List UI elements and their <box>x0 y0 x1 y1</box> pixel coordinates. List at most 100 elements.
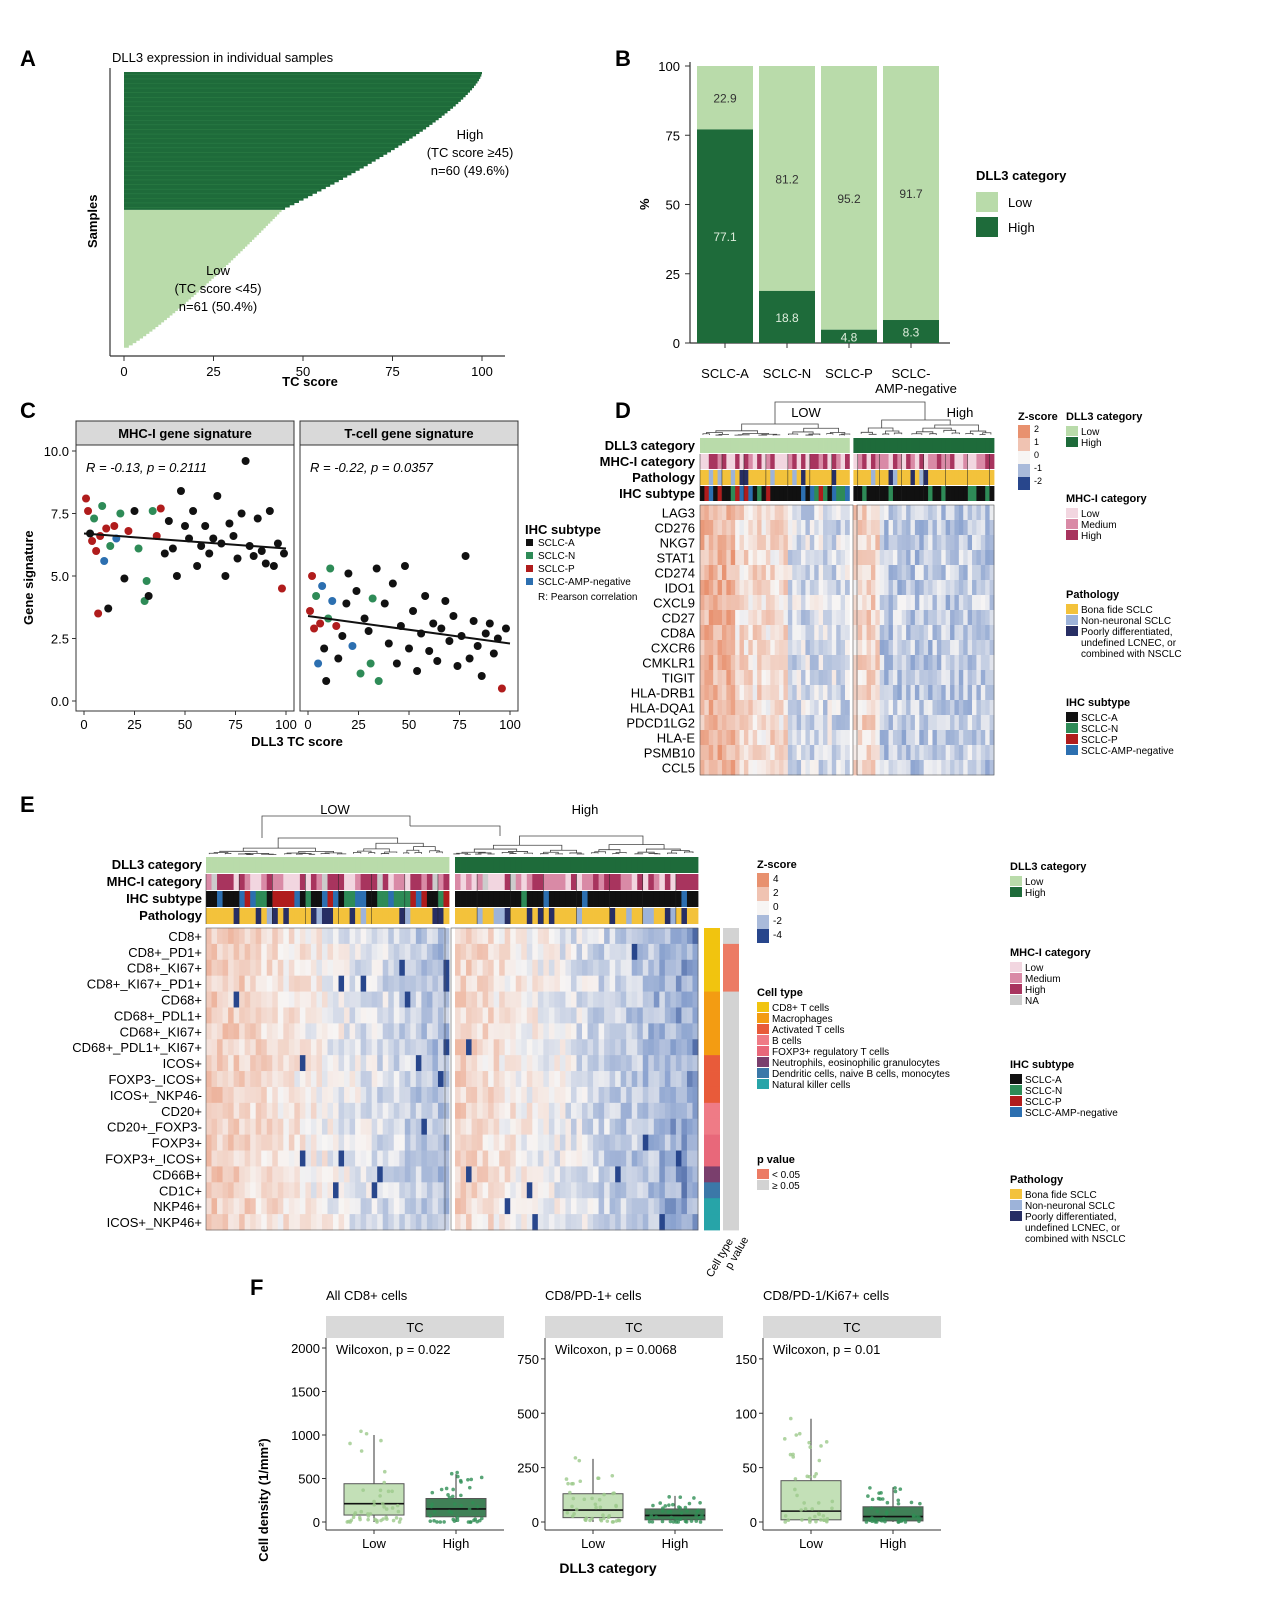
panel-e-heat-cell <box>333 1023 339 1040</box>
panel-d-heat-cell <box>967 715 973 731</box>
panel-e-heat-cell <box>250 1071 257 1088</box>
panel-e-heat-cell <box>393 1166 400 1183</box>
panel-d-heat-cell <box>792 640 798 656</box>
panel-e-heat-cell <box>426 1102 433 1120</box>
panel-d-heat-cell <box>787 655 793 671</box>
panel-d-heat-cell <box>713 550 718 566</box>
panel-e-side-celltype-cell <box>704 1071 720 1088</box>
panel-e-heat-cell <box>222 1007 229 1024</box>
panel-d-annot-dll3-cell <box>796 438 802 453</box>
panel-e-heat-cell <box>570 1150 577 1167</box>
panel-e-heat-cell <box>415 1198 422 1215</box>
panel-e-heat-cell <box>228 1071 235 1088</box>
panel-e-heat-cell <box>294 1198 301 1215</box>
panel-d-heat-cell <box>932 640 938 656</box>
panel-d-heat-cell <box>919 640 925 656</box>
panel-d-heat-cell <box>936 520 942 536</box>
panel-e-annot-mhc-cell <box>277 874 284 890</box>
panel-f-point <box>788 1416 793 1421</box>
panel-e-annot-mhc-cell <box>294 874 301 890</box>
panel-e-heat-cell <box>686 1055 693 1072</box>
panel-e-heat-cell <box>388 1118 395 1136</box>
panel-e-heat-cell <box>504 1198 511 1215</box>
panel-d-heat-cell <box>801 610 806 626</box>
panel-e-row-label: CD8+_KI67+ <box>127 961 202 976</box>
panel-e-dendro-branch <box>219 850 258 854</box>
panel-e-annot-mhc-cell <box>477 874 484 890</box>
panel-e-annot-label: IHC subtype <box>126 891 202 906</box>
panel-d-annot-ihc-cell <box>770 486 776 501</box>
panel-e-annot-mhc-cell <box>565 874 572 890</box>
panel-e-heat-cell <box>593 1198 599 1215</box>
panel-f-facet-label: TC <box>406 1320 423 1335</box>
panel-e-heat-cell <box>620 1198 627 1215</box>
panel-d-heat-cell <box>774 520 780 536</box>
panel-d-heat-cell <box>713 685 718 701</box>
panel-d-dendro-branch <box>867 427 894 433</box>
panel-d-group-low: LOW <box>791 405 821 420</box>
panel-e-heat-cell <box>686 1071 693 1088</box>
panel-e-heat-cell <box>604 1134 611 1151</box>
panel-e-heat-cell <box>587 1039 594 1056</box>
panel-e-heat-cell <box>316 1055 323 1072</box>
panel-d-annot-dll3-cell <box>963 438 969 453</box>
panel-e-annot-ihc-cell <box>477 891 484 907</box>
panel-d-annot-ihc-cell <box>752 486 758 501</box>
panel-e-heat-cell <box>466 1182 472 1199</box>
panel-e-heat-cell <box>377 1214 384 1231</box>
panel-e-heat-cell <box>488 1086 495 1104</box>
panel-d-annot-ihc-cell <box>787 486 793 501</box>
panel-e-annot-mhc-cell <box>604 874 611 890</box>
panel-d-heat-cell <box>936 625 942 641</box>
panel-d-heat-cell <box>743 685 749 701</box>
panel-d-heat-cell <box>779 505 784 521</box>
panel-c-point <box>189 507 198 515</box>
panel-f-point <box>699 1515 703 1520</box>
panel-d-heat-cell <box>857 535 863 551</box>
panel-d-heat-cell <box>726 730 732 746</box>
panel-e-heat-cell <box>642 1039 649 1056</box>
panel-e-heat-cell <box>466 1102 472 1120</box>
panel-e-heat-cell <box>537 1039 544 1056</box>
panel-e-zscore-swatch <box>757 915 769 929</box>
panel-d-heat-cell <box>963 700 969 716</box>
panel-e-heat-cell <box>582 1214 588 1231</box>
panel-e-heat-cell <box>615 928 622 945</box>
panel-e-heat-cell <box>455 1134 461 1151</box>
panel-d-heat-cell <box>941 625 947 641</box>
panel-d-heat-cell <box>700 640 705 656</box>
panel-e-annot-ihc-cell <box>543 891 550 907</box>
panel-d-heat-cell <box>704 610 710 626</box>
panel-d-heat-cell <box>945 730 951 746</box>
panel-e-heat-cell <box>504 959 511 977</box>
panel-e-heat-cell <box>283 1134 290 1151</box>
panel-d-heat-cell <box>708 505 714 521</box>
panel-e-heat-cell <box>338 1118 345 1136</box>
panel-d-heat-cell <box>950 580 955 596</box>
panel-e-heat-cell <box>455 1182 461 1199</box>
panel-d-annot-ihc-cell <box>950 486 955 501</box>
panel-d-heat-cell <box>743 640 749 656</box>
panel-f-point <box>564 1477 569 1481</box>
panel-d-heat-cell <box>958 505 964 521</box>
panel-e-heat-cell <box>377 1086 384 1104</box>
panel-e-heat-cell <box>371 1055 378 1072</box>
panel-e-heat-cell <box>344 928 350 945</box>
panel-e-heat-cell <box>631 1071 638 1088</box>
panel-d-heat-cell <box>726 595 732 611</box>
panel-e-annot-ihc-cell <box>653 891 660 907</box>
panel-e-annot-path-cell <box>604 908 611 924</box>
panel-e-heat-cell <box>228 975 235 992</box>
panel-c-point <box>356 669 365 678</box>
panel-d-annot-mhc-cell <box>787 454 793 469</box>
panel-e-heat-cell <box>288 1214 295 1231</box>
panel-e-heat-cell <box>366 1071 373 1088</box>
panel-e-side-celltype-cell <box>704 1102 720 1120</box>
panel-d-heat-cell <box>721 655 727 671</box>
panel-f-ytick-label: 50 <box>743 1461 757 1476</box>
panel-e-heat-cell <box>415 1055 422 1072</box>
panel-e-heat-cell <box>460 1055 467 1072</box>
panel-d-annot-mhc-cell <box>805 454 811 469</box>
panel-d-heat-cell <box>831 625 837 641</box>
panel-c-point <box>116 509 125 518</box>
